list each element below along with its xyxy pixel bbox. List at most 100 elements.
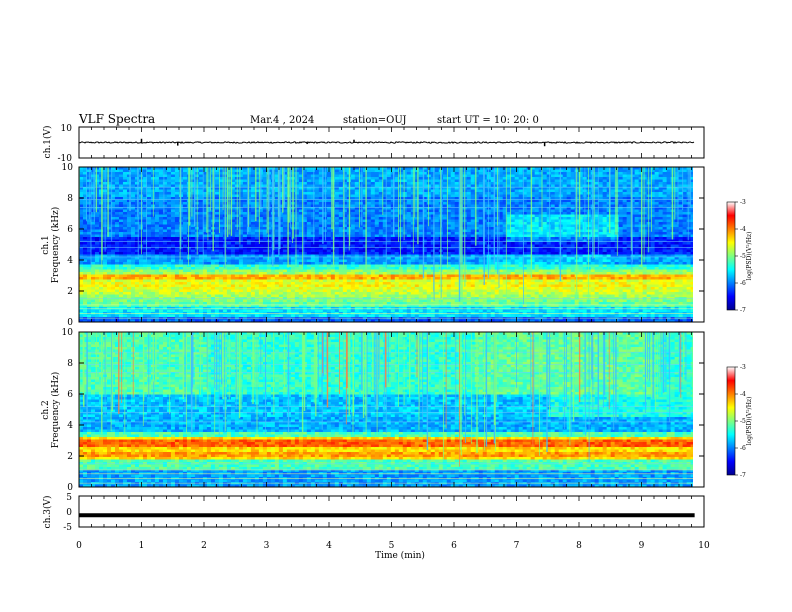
- spec-cell: [350, 254, 356, 258]
- spec-cell: [214, 259, 220, 263]
- spec-cell: [98, 182, 104, 185]
- spec-cell: [366, 197, 372, 200]
- spec-cell: [390, 279, 396, 283]
- spec-cell: [350, 204, 356, 208]
- spec-cell: [182, 179, 188, 183]
- spec-cell: [230, 314, 236, 318]
- spec-cell: [382, 244, 388, 248]
- spec-cell: [218, 187, 224, 190]
- spec-cell: [302, 189, 308, 193]
- spec-cell: [250, 294, 256, 298]
- spec-cell: [310, 299, 316, 303]
- spec-cell: [182, 249, 188, 253]
- spec-cell: [110, 204, 116, 208]
- spec-cell: [142, 212, 148, 215]
- spec-cell: [382, 257, 388, 260]
- spec-cell: [210, 267, 216, 270]
- spec-cell: [238, 237, 244, 240]
- spec-cell: [146, 272, 152, 275]
- spec-cell: [322, 319, 328, 322]
- spec-cell: [190, 202, 196, 205]
- spec-cell: [174, 182, 180, 185]
- spec-cell: [278, 254, 284, 258]
- spec-cell: [350, 172, 356, 175]
- spec-cell: [122, 242, 128, 245]
- spec-cell: [118, 219, 124, 223]
- spec-cell: [290, 277, 296, 280]
- spec-cell: [206, 257, 212, 260]
- spec-cell: [358, 179, 364, 183]
- spec-cell: [206, 304, 212, 308]
- spec-cell: [94, 212, 100, 215]
- spec-cell: [274, 212, 280, 215]
- spec-cell: [306, 204, 312, 208]
- spec-cell: [346, 254, 352, 258]
- spec-cell: [94, 257, 100, 260]
- spec-cell: [150, 304, 156, 308]
- spec-cell: [254, 192, 260, 195]
- spec-cell: [350, 234, 356, 238]
- spec-cell: [370, 309, 376, 313]
- spec-cell: [238, 229, 244, 233]
- spec-cell: [134, 234, 140, 238]
- spec-cell: [106, 179, 112, 183]
- spec-cell: [250, 239, 256, 243]
- spec-cell: [238, 192, 244, 195]
- spec-cell: [310, 184, 316, 188]
- spec-cell: [166, 239, 172, 243]
- spec-cell: [234, 269, 240, 273]
- spec-cell: [190, 272, 196, 275]
- spec-cell: [302, 272, 308, 275]
- spec-cell: [90, 279, 96, 283]
- spec-cell: [122, 274, 128, 278]
- spec-cell: [218, 277, 224, 280]
- spec-cell: [83, 194, 88, 198]
- spec-cell: [130, 214, 136, 218]
- spec-cell: [282, 234, 288, 238]
- spec-cell: [366, 279, 372, 283]
- spec-cell: [374, 307, 380, 310]
- spec-cell: [154, 264, 160, 268]
- spec-cell: [206, 167, 212, 170]
- spec-cell: [282, 214, 288, 218]
- spec-cell: [230, 282, 236, 285]
- spec-cell: [242, 264, 248, 268]
- spec-cell: [302, 302, 308, 305]
- spec-cell: [322, 219, 328, 223]
- spec-cell: [202, 239, 208, 243]
- spec-cell: [146, 302, 152, 305]
- spec-cell: [342, 302, 348, 305]
- spec-cell: [362, 274, 368, 278]
- spec-cell: [198, 179, 204, 183]
- spec-cell: [318, 232, 324, 235]
- spec-cell: [206, 317, 212, 320]
- spec-cell: [166, 172, 172, 175]
- spec-cell: [182, 314, 188, 318]
- spec-cell: [266, 232, 272, 235]
- spec-cell: [198, 212, 204, 215]
- spec-cell: [230, 217, 236, 220]
- spec-cell: [166, 174, 172, 178]
- spec-cell: [154, 304, 160, 308]
- spec-cell: [322, 202, 328, 205]
- spec-cell: [250, 284, 256, 288]
- spec-cell: [146, 309, 152, 313]
- spec-cell: [358, 197, 364, 200]
- spec-cell: [298, 222, 304, 225]
- spec-cell: [106, 302, 112, 305]
- spec-cell: [310, 302, 316, 305]
- spec-cell: [378, 254, 384, 258]
- spec-cell: [182, 212, 188, 215]
- spec-cell: [202, 174, 208, 178]
- spec-cell: [358, 227, 364, 230]
- spec-cell: [166, 184, 172, 188]
- spec-cell: [258, 264, 264, 268]
- spec-cell: [382, 172, 388, 175]
- spec-cell: [318, 257, 324, 260]
- spec-cell: [262, 179, 268, 183]
- spec-cell: [298, 212, 304, 215]
- spec-cell: [346, 309, 352, 313]
- spec-cell: [130, 242, 136, 245]
- spec-cell: [378, 259, 384, 263]
- spec-cell: [150, 232, 156, 235]
